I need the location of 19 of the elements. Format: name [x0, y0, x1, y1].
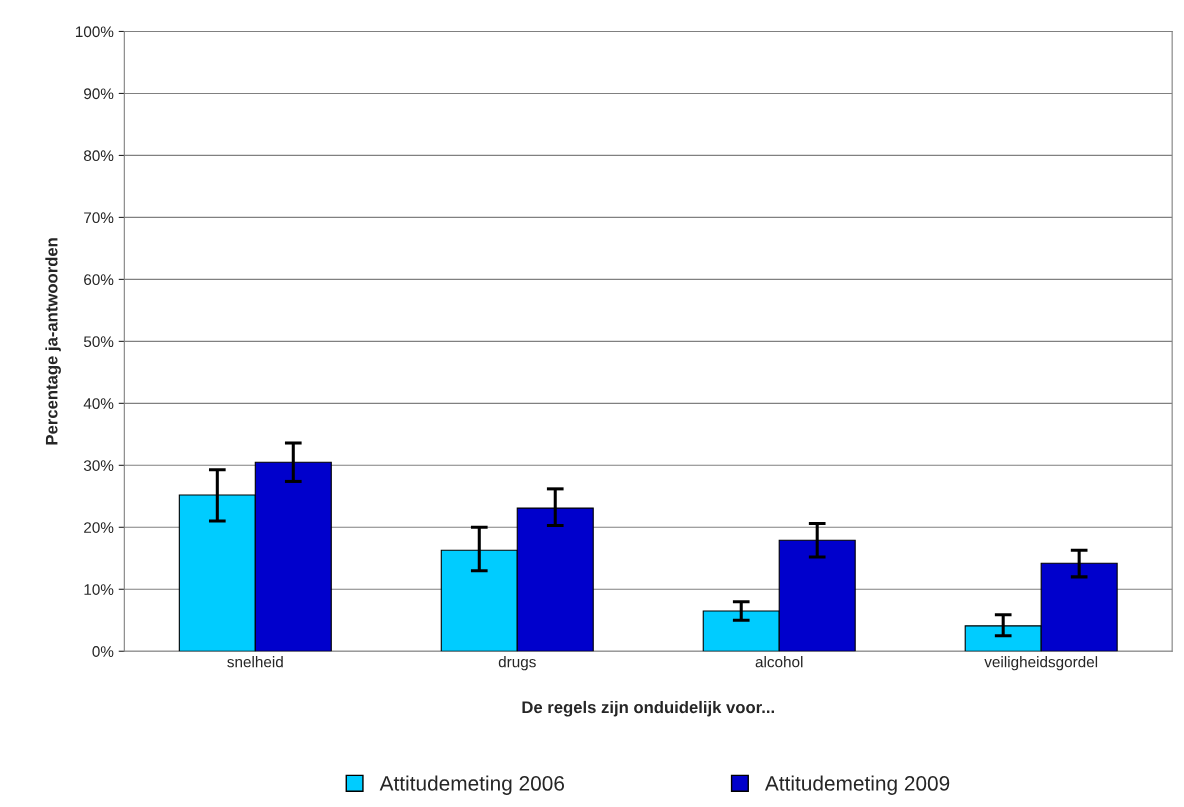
- y-tick-label: 70%: [84, 212, 114, 224]
- y-tick-label: 50%: [83, 336, 114, 348]
- x-tick-label: snelheid: [227, 656, 283, 668]
- y-tick-label: 20%: [84, 522, 114, 533]
- x-tick-label: alcohol: [755, 656, 803, 668]
- x-tick-label: drugs: [498, 656, 536, 671]
- y-tick-label: 10%: [84, 584, 114, 595]
- y-axis-title: Percentage ja-antwoorden: [45, 238, 61, 445]
- legend-label: Attitudemeting 2009: [764, 775, 950, 795]
- y-tick-label: 60%: [84, 274, 114, 286]
- y-tick-label: 0%: [92, 646, 114, 657]
- y-tick-label: 30%: [83, 460, 114, 471]
- y-tick-label: 80%: [83, 150, 114, 162]
- legend-label: Attitudemeting 2006: [379, 775, 564, 795]
- y-tick-label: 40%: [83, 398, 114, 410]
- x-tick-label: veiligheidsgordel: [984, 656, 1098, 671]
- y-tick-label: 90%: [84, 88, 114, 100]
- x-axis-title: De regels zijn onduidelijk voor...: [522, 700, 774, 717]
- y-tick-label: 100%: [76, 26, 114, 38]
